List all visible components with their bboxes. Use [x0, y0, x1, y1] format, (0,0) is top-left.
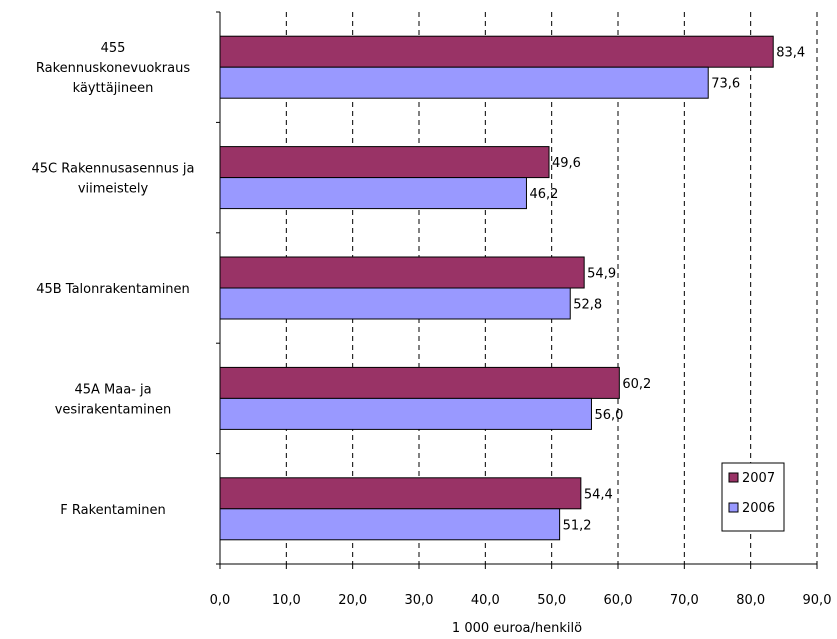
x-tick-label: 40,0 — [471, 593, 500, 608]
x-tick-label: 10,0 — [272, 593, 301, 608]
x-tick-label: 0,0 — [210, 593, 231, 608]
data-label: 83,4 — [776, 46, 805, 61]
bar-2007 — [219, 146, 550, 179]
data-label: 73,6 — [711, 77, 740, 92]
category-label-line: 455 — [101, 41, 126, 56]
x-tick-label: 30,0 — [405, 593, 434, 608]
category-label: 45A Maa- ja vesirakentaminen — [55, 382, 172, 417]
data-label: 56,0 — [594, 408, 623, 423]
legend: 2007 2006 — [721, 462, 785, 532]
category-label-line: 45B Talonrakentaminen — [36, 282, 190, 297]
category-label: F Rakentaminen — [60, 503, 165, 518]
bars — [219, 35, 774, 541]
axes — [216, 11, 818, 569]
x-axis-title: 1 000 euroa/henkilö — [452, 621, 582, 636]
bar-2006 — [219, 66, 709, 99]
bar-2006 — [219, 287, 571, 320]
data-label: 49,6 — [552, 156, 581, 171]
x-tick-label: 70,0 — [670, 593, 699, 608]
bar-2007 — [219, 477, 582, 510]
bar-2007 — [219, 256, 585, 289]
category-label-line: F Rakentaminen — [60, 503, 165, 518]
bar-2007 — [219, 366, 620, 399]
bar-2007 — [219, 35, 774, 68]
category-label-line: 45A Maa- ja — [74, 382, 151, 397]
category-label: 455 Rakennuskonevuokraus käyttäjineen — [36, 41, 190, 96]
category-labels: 455 Rakennuskonevuokraus käyttäjineen 45C R… — [32, 41, 195, 518]
x-tick-label: 80,0 — [736, 593, 765, 608]
legend-swatch — [728, 472, 739, 483]
category-label-line: käyttäjineen — [73, 81, 154, 96]
category-label-line: 45C Rakennusasennus ja — [32, 162, 195, 177]
x-tick-label: 90,0 — [803, 593, 832, 608]
data-label: 54,4 — [584, 487, 613, 502]
legend-label: 2007 — [742, 471, 775, 486]
x-tick-label: 20,0 — [338, 593, 367, 608]
data-label: 51,2 — [563, 518, 592, 533]
category-label-line: viimeistely — [78, 182, 149, 197]
data-label: 60,2 — [622, 377, 651, 392]
bar-2006 — [219, 508, 561, 541]
data-label: 54,9 — [587, 267, 616, 282]
x-tick-label: 60,0 — [604, 593, 633, 608]
category-label: 45C Rakennusasennus ja viimeistely — [32, 162, 195, 197]
bar-2006 — [219, 177, 527, 210]
x-tick-labels: 0,0 10,0 20,0 30,0 40,0 50,0 60,0 70,0 80,0 90,0 — [210, 593, 832, 608]
data-label: 52,8 — [573, 298, 602, 313]
value-labels: 83,4 73,6 49,6 46,2 54,9 52,8 60,2 56,0 54,4 51,2 — [529, 46, 805, 534]
bar-2006 — [219, 397, 592, 430]
category-label-line: Rakennuskonevuokraus — [36, 61, 190, 76]
data-label: 46,2 — [529, 187, 558, 202]
legend-label: 2006 — [742, 501, 775, 516]
x-tick-label: 50,0 — [537, 593, 566, 608]
legend-swatch — [728, 502, 739, 513]
category-label: 45B Talonrakentaminen — [36, 282, 190, 297]
category-label-line: vesirakentaminen — [55, 402, 172, 417]
